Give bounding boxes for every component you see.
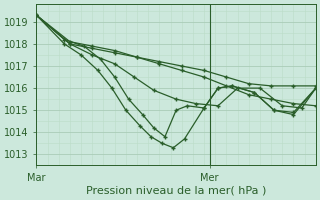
X-axis label: Pression niveau de la mer( hPa ): Pression niveau de la mer( hPa ) bbox=[86, 186, 266, 196]
